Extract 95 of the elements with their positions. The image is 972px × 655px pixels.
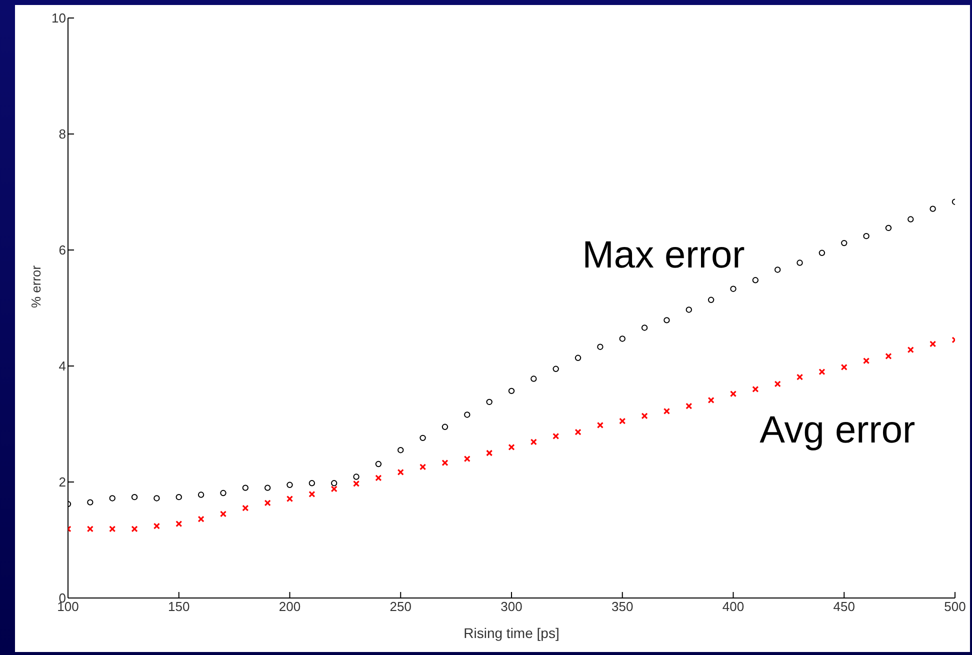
series-label: Avg error <box>760 410 916 452</box>
point <box>796 260 803 266</box>
point <box>552 432 560 440</box>
x-axis-title: Rising time [ps] <box>464 625 560 641</box>
point <box>774 380 781 388</box>
x-tick-label: 250 <box>390 599 412 614</box>
point <box>87 499 94 506</box>
point <box>109 526 116 532</box>
point <box>619 336 626 342</box>
x-tick-label: 350 <box>612 599 634 614</box>
point <box>331 480 338 486</box>
series-label: Max error <box>582 234 746 277</box>
point <box>420 464 426 470</box>
point <box>508 444 515 450</box>
point <box>220 490 226 496</box>
point <box>375 460 382 468</box>
point <box>442 424 448 430</box>
point <box>398 447 404 454</box>
point <box>242 484 248 491</box>
x-tick-label: 400 <box>722 599 744 614</box>
point <box>708 396 714 404</box>
point <box>686 306 692 313</box>
point <box>264 500 271 506</box>
point <box>420 434 426 442</box>
point <box>730 390 737 398</box>
point <box>885 224 892 232</box>
point <box>907 346 914 354</box>
point <box>641 324 648 331</box>
point <box>841 240 848 246</box>
point <box>375 474 382 482</box>
point <box>508 388 515 394</box>
point <box>863 357 870 364</box>
point <box>352 480 360 488</box>
point <box>619 418 626 424</box>
point <box>818 250 826 256</box>
point <box>597 344 604 350</box>
point <box>686 402 692 410</box>
y-tick-label: 4 <box>58 358 66 374</box>
point <box>176 520 182 528</box>
point <box>708 296 714 303</box>
point <box>818 368 826 376</box>
point <box>131 494 138 500</box>
x-tick-label: 200 <box>278 599 301 614</box>
point <box>198 492 204 498</box>
point <box>663 408 670 415</box>
point <box>752 386 759 392</box>
point <box>752 277 759 284</box>
point <box>464 456 470 462</box>
point <box>464 412 470 418</box>
point <box>596 422 604 428</box>
point <box>486 450 493 456</box>
point <box>930 340 936 348</box>
y-tick-label: 10 <box>52 10 66 26</box>
point <box>664 317 670 324</box>
point <box>286 496 294 502</box>
point <box>397 468 404 476</box>
point <box>574 428 582 436</box>
point <box>330 486 338 492</box>
x-tick-label: 500 <box>944 599 966 614</box>
point <box>198 516 204 522</box>
x-tick-label: 300 <box>500 599 522 614</box>
point <box>774 266 781 273</box>
point <box>153 522 160 530</box>
point <box>530 438 537 446</box>
point <box>308 490 316 498</box>
point <box>86 526 94 532</box>
point <box>154 495 160 502</box>
point <box>286 482 293 488</box>
point <box>641 412 648 420</box>
y-tick-label: 6 <box>58 242 66 258</box>
point <box>220 510 227 518</box>
point <box>242 504 249 512</box>
point <box>796 374 804 380</box>
point <box>109 495 116 502</box>
point <box>574 354 582 361</box>
point <box>131 526 138 532</box>
point <box>730 286 736 292</box>
x-tick-label: 150 <box>168 599 190 614</box>
point <box>353 474 360 480</box>
point <box>308 480 316 486</box>
y-tick-label: 8 <box>58 126 66 142</box>
point <box>863 232 870 240</box>
y-tick-label: 2 <box>58 474 66 490</box>
point <box>530 376 537 382</box>
point <box>552 366 559 372</box>
point <box>930 206 936 212</box>
y-axis-title: % error <box>28 264 44 308</box>
point <box>442 460 448 466</box>
point <box>908 216 914 222</box>
x-tick-label: 450 <box>833 599 855 614</box>
point <box>486 398 492 406</box>
point <box>264 484 271 491</box>
point <box>885 352 892 360</box>
point <box>176 494 182 500</box>
point <box>840 364 848 370</box>
